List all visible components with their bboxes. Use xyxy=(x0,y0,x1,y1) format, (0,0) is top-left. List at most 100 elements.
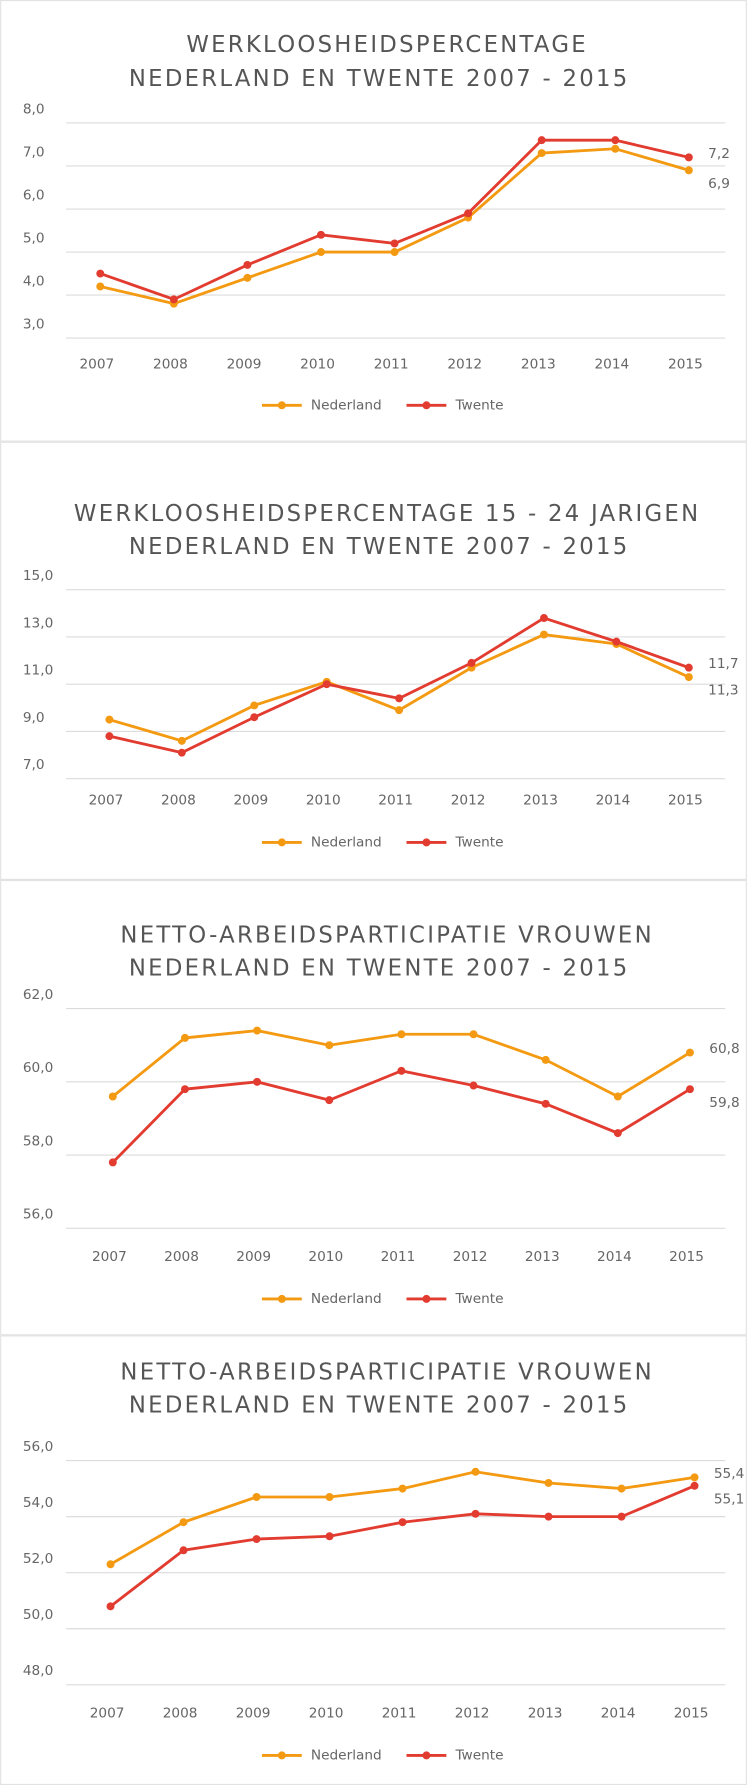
data-point xyxy=(611,136,620,145)
y-tick-label: 6,0 xyxy=(23,187,45,203)
y-tick-label: 60,0 xyxy=(23,1060,53,1076)
panel xyxy=(0,879,747,1336)
data-point xyxy=(325,1041,334,1050)
legend-label: Twente xyxy=(454,397,503,413)
data-point xyxy=(390,248,399,257)
legend-label: Nederland xyxy=(311,1747,382,1763)
x-tick-label: 2009 xyxy=(233,792,268,808)
legend-dot xyxy=(422,1294,431,1303)
x-tick-label: 2010 xyxy=(308,1249,343,1265)
legend-dot xyxy=(422,838,431,847)
data-point xyxy=(685,1085,694,1094)
y-tick-label: 58,0 xyxy=(23,1133,53,1149)
x-tick-label: 2008 xyxy=(163,1705,198,1721)
legend-label: Nederland xyxy=(311,397,382,413)
data-point xyxy=(613,1092,622,1101)
data-point xyxy=(96,269,105,278)
data-point xyxy=(539,614,548,623)
data-point xyxy=(684,663,693,672)
x-tick-label: 2007 xyxy=(92,1249,127,1265)
data-point xyxy=(611,144,620,153)
x-tick-label: 2014 xyxy=(594,356,629,372)
chart-title: NETTO-ARBEIDSPARTICIPATIE VROUWEN xyxy=(120,1359,653,1385)
data-point xyxy=(398,1484,407,1493)
data-point xyxy=(96,282,105,291)
data-point xyxy=(395,694,404,703)
data-point xyxy=(685,1048,694,1057)
x-tick-label: 2011 xyxy=(378,792,413,808)
y-tick-label: 8,0 xyxy=(23,101,45,117)
x-tick-label: 2011 xyxy=(382,1705,417,1721)
data-point xyxy=(537,149,546,158)
data-point xyxy=(544,1479,553,1487)
data-point xyxy=(106,1602,115,1611)
x-tick-label: 2014 xyxy=(601,1705,636,1721)
y-tick-label: 7,0 xyxy=(23,757,45,773)
data-point xyxy=(613,1129,622,1138)
series-line xyxy=(99,138,690,301)
x-tick-label: 2015 xyxy=(668,356,703,372)
data-point xyxy=(537,136,546,145)
y-tick-label: 56,0 xyxy=(23,1439,53,1455)
data-point xyxy=(325,1493,334,1501)
legend-dot xyxy=(277,1751,286,1760)
x-tick-label: 2013 xyxy=(528,1705,563,1721)
legend-dot xyxy=(422,1751,431,1760)
x-tick-label: 2007 xyxy=(79,356,114,372)
data-point xyxy=(106,1560,115,1569)
value-label: 11,7 xyxy=(708,656,738,672)
data-point xyxy=(469,1081,478,1090)
data-point xyxy=(544,1512,553,1521)
data-point xyxy=(179,1546,188,1555)
legend-dot xyxy=(422,401,431,410)
y-tick-label: 15,0 xyxy=(23,568,53,584)
legend-label: Twente xyxy=(454,834,503,850)
x-tick-label: 2012 xyxy=(453,1249,488,1265)
data-point xyxy=(105,732,114,741)
data-point xyxy=(250,713,259,722)
data-point xyxy=(317,248,325,257)
data-point xyxy=(539,630,548,639)
data-point xyxy=(108,1158,117,1167)
x-tick-label: 2013 xyxy=(523,792,558,808)
data-point xyxy=(397,1030,406,1039)
data-point xyxy=(243,273,252,282)
chart-title: WERKLOOSHEIDSPERCENTAGE 15 - 24 JARIGEN xyxy=(74,501,700,527)
y-tick-label: 48,0 xyxy=(23,1663,53,1679)
value-label: 55,1 xyxy=(714,1491,744,1507)
data-point xyxy=(467,658,476,667)
data-point xyxy=(617,1484,626,1493)
data-point xyxy=(471,1467,480,1476)
data-point xyxy=(108,1092,117,1101)
x-tick-label: 2010 xyxy=(309,1705,344,1721)
value-label: 11,3 xyxy=(708,683,738,699)
chart-subtitle: NEDERLAND EN TWENTE 2007 - 2015 xyxy=(129,534,630,560)
x-tick-label: 2012 xyxy=(447,356,482,372)
x-tick-label: 2011 xyxy=(374,356,409,372)
data-point xyxy=(464,209,473,218)
panel xyxy=(0,441,747,880)
x-tick-label: 2012 xyxy=(455,1705,490,1721)
data-point xyxy=(390,239,399,248)
data-point xyxy=(469,1030,478,1039)
data-point xyxy=(325,1096,334,1105)
x-tick-label: 2007 xyxy=(89,792,124,808)
y-tick-label: 7,0 xyxy=(23,144,45,160)
x-tick-label: 2015 xyxy=(674,1705,709,1721)
value-label: 6,9 xyxy=(708,176,730,192)
data-point xyxy=(684,166,693,175)
data-point xyxy=(252,1493,261,1501)
x-tick-label: 2011 xyxy=(381,1249,416,1265)
value-label: 60,8 xyxy=(709,1041,739,1057)
series-line xyxy=(99,147,690,306)
x-tick-label: 2009 xyxy=(236,1249,271,1265)
legend-label: Twente xyxy=(454,1747,503,1763)
data-point xyxy=(253,1026,262,1035)
value-label: 55,4 xyxy=(714,1466,744,1482)
series-line xyxy=(109,1484,696,1608)
y-tick-label: 9,0 xyxy=(23,710,45,726)
x-tick-label: 2008 xyxy=(153,356,188,372)
chart-subtitle: NEDERLAND EN TWENTE 2007 - 2015 xyxy=(129,66,630,92)
data-point xyxy=(177,736,186,745)
data-point xyxy=(690,1473,699,1482)
